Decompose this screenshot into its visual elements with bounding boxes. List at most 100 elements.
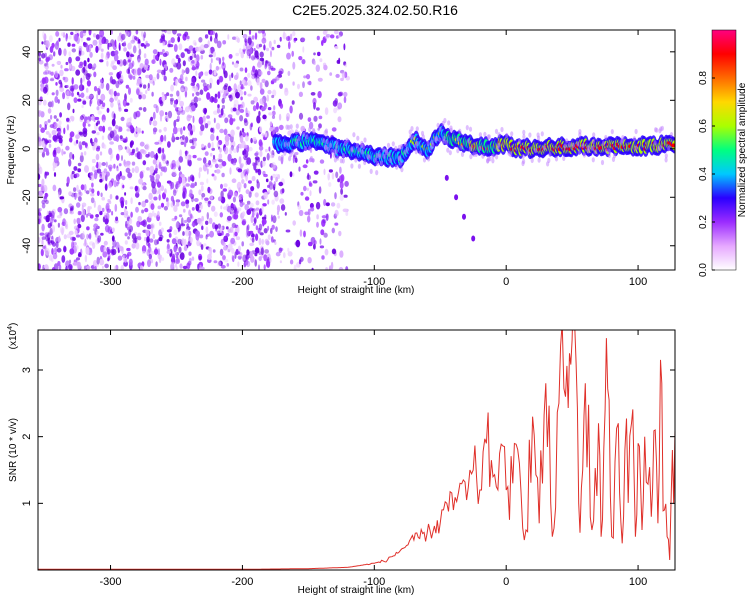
heatmap-noise-cell <box>173 229 178 236</box>
heatmap-noise-cell <box>106 107 110 113</box>
heatmap-noise-cell <box>83 30 87 37</box>
heatmap-noise-cell <box>63 208 69 215</box>
heatmap-noise-cell <box>171 170 177 176</box>
heatmap-noise-cell <box>108 147 113 155</box>
heatmap-noise-cell <box>258 43 263 48</box>
heatmap-noise-cell <box>74 173 80 178</box>
heatmap-noise-cell <box>269 163 274 168</box>
heatmap-noise-cell <box>190 213 193 219</box>
heatmap-noise-cell <box>318 123 322 129</box>
heatmap-noise-cell <box>78 196 82 202</box>
heatmap-noise-cell <box>195 203 200 212</box>
heatmap-noise-cell <box>102 216 105 223</box>
heatmap-noise-cell <box>263 228 268 234</box>
heatmap-noise-cell <box>272 129 276 135</box>
heatmap-noise-cell <box>138 201 141 206</box>
heatmap-noise-cell <box>270 50 272 58</box>
heatmap-noise-cell <box>96 161 99 169</box>
heatmap-noise-cell <box>200 185 204 192</box>
heatmap-noise-cell <box>63 127 66 135</box>
heatmap-noise-cell <box>53 51 56 57</box>
heatmap-fringe-cell <box>460 151 465 157</box>
heatmap-noise-cell <box>225 226 229 230</box>
heatmap-noise-cell <box>339 181 344 189</box>
heatmap-noise-cell <box>97 110 102 115</box>
heatmap-fringe-cell <box>388 157 392 163</box>
heatmap-noise-cell <box>180 201 186 207</box>
heatmap-noise-cell <box>237 225 240 233</box>
heatmap-noise-cell <box>219 128 225 134</box>
heatmap-noise-cell <box>245 112 249 118</box>
heatmap-noise-cell <box>170 182 173 190</box>
heatmap-noise-cell <box>209 152 213 157</box>
heatmap-noise-cell <box>138 107 143 111</box>
heatmap-noise-cell <box>262 156 266 162</box>
heatmap-noise-cell <box>43 62 47 69</box>
heatmap-noise-cell <box>248 230 254 234</box>
heatmap-noise-cell <box>45 131 50 135</box>
heatmap-noise-cell <box>321 255 325 260</box>
heatmap-noise-cell <box>167 110 173 119</box>
heatmap-noise-cell <box>51 248 54 255</box>
heatmap-fringe-cell <box>530 157 534 163</box>
heatmap-noise-cell <box>250 55 256 61</box>
heatmap-noise-cell <box>165 197 169 202</box>
heatmap-noise-cell <box>210 58 213 64</box>
heatmap-noise-cell <box>90 193 95 197</box>
heatmap-noise-cell <box>258 237 262 246</box>
heatmap-noise-cell <box>299 229 303 237</box>
heatmap-noise-cell <box>114 50 119 56</box>
heatmap-noise-cell <box>237 261 240 268</box>
heatmap-noise-cell <box>117 35 121 42</box>
heatmap-noise-cell <box>38 111 41 117</box>
heatmap-noise-cell <box>259 150 263 157</box>
heatmap-noise-cell <box>228 54 233 59</box>
heatmap-noise-cell <box>149 151 155 158</box>
heatmap-noise-cell <box>162 158 167 164</box>
heatmap-fringe-cell <box>578 129 582 135</box>
heatmap-noise-cell <box>80 214 85 223</box>
heatmap-noise-cell <box>172 126 178 135</box>
heatmap-fringe-cell <box>283 141 287 147</box>
heatmap-noise-cell <box>298 166 301 172</box>
heatmap-noise-cell <box>331 127 337 132</box>
heatmap-noise-cell <box>192 93 195 97</box>
heatmap-noise-cell <box>163 206 168 211</box>
heatmap-noise-cell <box>267 70 271 76</box>
heatmap-noise-cell <box>273 105 276 111</box>
heatmap-noise-cell <box>101 162 106 166</box>
heatmap-noise-cell <box>158 221 162 226</box>
heatmap-noise-cell <box>96 93 99 101</box>
heatmap-noise-cell <box>140 43 145 47</box>
heatmap-noise-cell <box>317 51 321 57</box>
heatmap-noise-cell <box>96 168 102 174</box>
heatmap-noise-cell <box>139 141 145 147</box>
heatmap-noise-cell <box>47 108 52 114</box>
heatmap-noise-cell <box>111 246 114 250</box>
heatmap-noise-cell <box>153 104 158 109</box>
heatmap-fringe-cell <box>330 148 334 154</box>
heatmap-fringe-cell <box>397 155 401 161</box>
heatmap-noise-cell <box>45 40 50 48</box>
heatmap-noise-cell <box>248 146 253 152</box>
heatmap-noise-cell <box>236 207 242 212</box>
heatmap-fringe-cell <box>375 170 379 176</box>
heatmap-noise-cell <box>99 30 105 38</box>
heatmap-noise-cell <box>196 239 201 247</box>
heatmap-noise-cell <box>169 97 174 102</box>
heatmap-noise-cell <box>208 217 213 224</box>
heatmap-noise-cell <box>39 96 43 100</box>
heatmap-noise-cell <box>42 184 48 193</box>
heatmap-fringe-cell <box>481 153 485 159</box>
heatmap-noise-cell <box>212 249 216 253</box>
heatmap-noise-cell <box>195 91 200 96</box>
heatmap-fringe-cell <box>536 132 540 138</box>
heatmap-noise-cell <box>175 54 180 60</box>
heatmap-noise-cell <box>201 225 204 231</box>
heatmap-noise-cell <box>161 257 165 261</box>
heatmap-noise-cell <box>51 224 55 233</box>
heatmap-noise-cell <box>251 233 255 239</box>
heatmap-noise-cell <box>169 163 173 169</box>
heatmap-noise-cell <box>204 107 208 114</box>
heatmap-noise-cell <box>287 251 293 257</box>
